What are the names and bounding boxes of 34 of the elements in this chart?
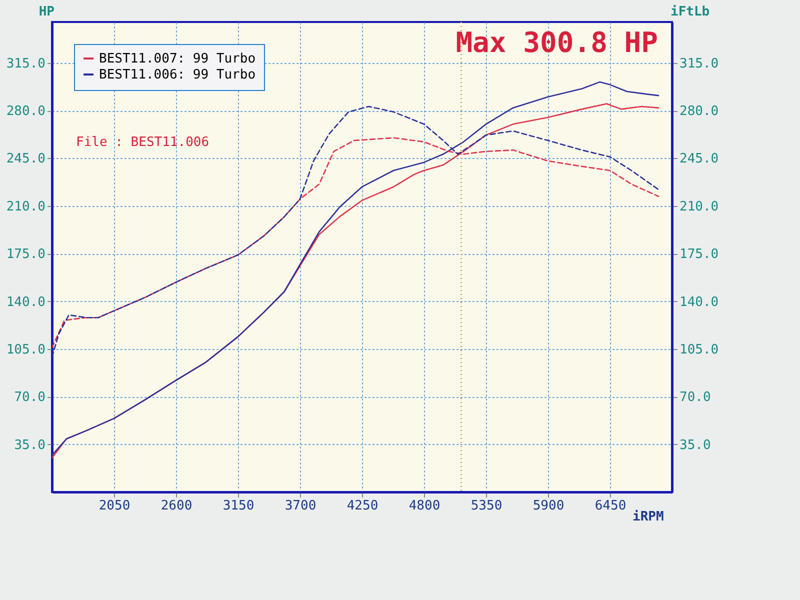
y2-tick-label: 315.0 (680, 56, 719, 72)
y-tick-label: 210.0 (6, 199, 46, 214)
y-tick-label: 35.0 (14, 438, 46, 453)
x-axis-title: iRPM (632, 510, 664, 524)
y-tick-label: 315.0 (6, 56, 46, 72)
x-tick-label: 2600 (160, 498, 192, 514)
y2-tick-label: 35.0 (680, 438, 711, 453)
y2-tick-label: 210.0 (680, 199, 719, 214)
y-tick-label: 140.0 (6, 294, 46, 310)
x-tick-label: 2050 (98, 498, 130, 514)
y2-tick-label: 280.0 (680, 104, 719, 120)
y2-tick-label: 245.0 (680, 152, 719, 167)
y2-axis-title: iFtLb (670, 4, 710, 20)
y-tick-label: 105.0 (6, 342, 46, 358)
y2-tick-label: 175.0 (680, 247, 719, 262)
y-tick-label: 280.0 (6, 104, 46, 120)
x-tick-label: 4250 (346, 498, 378, 514)
annotation: File : BEST11.006 (76, 135, 210, 150)
legend-label: BEST11.006: 99 Turbo (99, 68, 256, 82)
annotation: Max 300.8 HP (456, 26, 658, 59)
x-tick-label: 5350 (470, 498, 502, 514)
x-tick-label: 4800 (408, 498, 440, 514)
x-tick-label: 3700 (284, 498, 316, 514)
y2-tick-label: 70.0 (680, 390, 711, 406)
y-tick-label: 245.0 (6, 152, 46, 167)
legend-label: BEST11.007: 99 Turbo (99, 52, 256, 66)
x-tick-label: 3150 (222, 498, 254, 514)
y-tick-label: 70.0 (14, 390, 46, 406)
y2-tick-label: 105.0 (680, 342, 719, 358)
x-tick-label: 6450 (594, 498, 626, 514)
y2-tick-label: 140.0 (680, 294, 719, 310)
x-tick-label: 5900 (532, 498, 564, 514)
y-tick-label: 175.0 (6, 247, 46, 262)
y-axis-title: HP (38, 4, 55, 20)
